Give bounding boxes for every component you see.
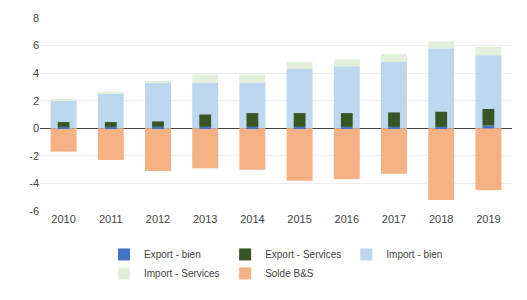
svg-text:Solde B&S: Solde B&S [265, 268, 314, 279]
svg-text:2014: 2014 [240, 213, 264, 225]
svg-text:2012: 2012 [146, 213, 170, 225]
svg-text:-4: -4 [29, 177, 39, 189]
svg-text:2011: 2011 [99, 213, 123, 225]
svg-text:2017: 2017 [382, 213, 406, 225]
svg-text:2013: 2013 [193, 213, 217, 225]
svg-text:8: 8 [33, 12, 39, 24]
svg-text:2019: 2019 [476, 213, 500, 225]
svg-text:Export - Services: Export - Services [265, 249, 341, 260]
svg-text:2016: 2016 [335, 213, 359, 225]
svg-text:2018: 2018 [429, 213, 453, 225]
svg-text:Import - bien: Import - bien [386, 249, 442, 260]
svg-text:2015: 2015 [287, 213, 311, 225]
svg-text:-6: -6 [29, 205, 39, 217]
svg-text:0: 0 [33, 122, 39, 134]
svg-text:2010: 2010 [51, 213, 75, 225]
svg-text:-2: -2 [29, 150, 39, 162]
svg-text:Import - Services: Import - Services [144, 268, 220, 279]
svg-text:2: 2 [33, 95, 39, 107]
svg-text:Export - bien: Export - bien [144, 249, 201, 260]
svg-text:4: 4 [33, 67, 39, 79]
svg-text:6: 6 [33, 39, 39, 51]
